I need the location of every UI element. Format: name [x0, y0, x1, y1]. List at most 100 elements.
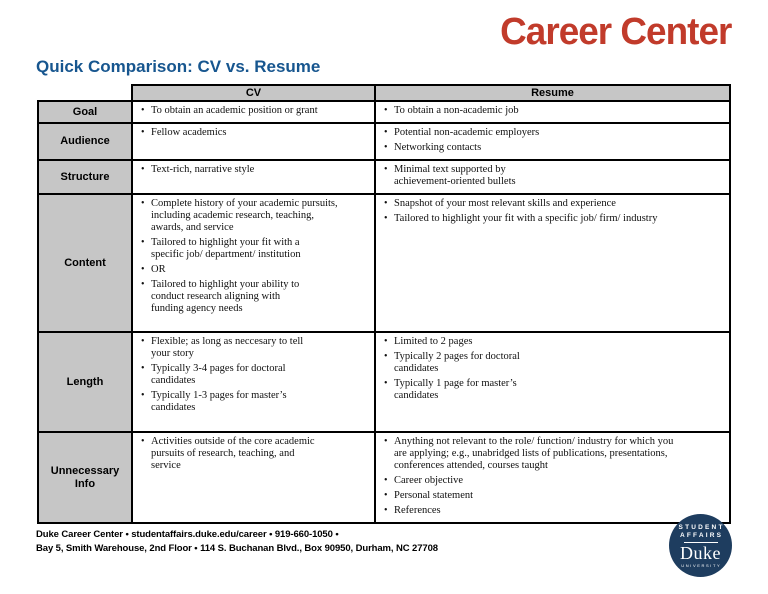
bullet-icon: •	[141, 198, 145, 209]
bullet-icon: •	[384, 142, 388, 153]
row-label: Length	[37, 331, 133, 433]
bullet-item: • Typically 1-3 pages for master’s candid…	[141, 390, 368, 414]
bullet-item: • Complete history of your academic pursu…	[141, 198, 368, 234]
resume-cell: • Snapshot of your most relevant skills a…	[374, 193, 731, 333]
logo-divider	[683, 541, 718, 543]
cv-cell: • Text-rich, narrative style	[131, 159, 376, 195]
table-row: Length • Flexible; as long as neccesary to…	[37, 331, 731, 433]
bullet-text: OR	[151, 264, 166, 275]
corner-cell	[38, 85, 132, 101]
bullet-text: Minimal text supported by achievement-or…	[394, 164, 516, 187]
bullet-text: Flexible; as long as neccesary to tell y…	[151, 336, 304, 359]
bullet-item: • Flexible; as long as neccesary to tell …	[141, 336, 368, 360]
bullet-item: • Typically 2 pages for doctoral candidat…	[384, 351, 723, 375]
bullet-text: To obtain an academic position or grant	[151, 105, 318, 116]
row-label: Structure	[37, 159, 133, 195]
bullet-text: Typically 1 page for master’s candidates	[394, 378, 517, 401]
bullet-text: Tailored to highlight your fit with a sp…	[394, 213, 658, 224]
bullet-icon: •	[141, 436, 145, 447]
bullet-item: • Fellow academics	[141, 127, 368, 139]
logo-student-text: STUDENT	[678, 523, 725, 531]
bullet-icon: •	[384, 127, 388, 138]
cv-column-header: CV	[131, 84, 376, 102]
bullet-text: To obtain a non-academic job	[394, 105, 519, 116]
bullet-text: Networking contacts	[394, 142, 482, 153]
duke-student-affairs-logo: STUDENT AFFAIRS Duke UNIVERSITY	[669, 514, 732, 577]
bullet-item: • Snapshot of your most relevant skills a…	[384, 198, 723, 210]
bullet-icon: •	[141, 105, 145, 116]
bullet-icon: •	[141, 237, 145, 248]
bullet-item: • Tailored to highlight your ability to c…	[141, 279, 368, 315]
bullet-item: • References	[384, 505, 723, 517]
bullet-icon: •	[141, 363, 145, 374]
bullet-item: • Networking contacts	[384, 142, 723, 154]
bullet-item: • Activities outside of the core academic…	[141, 436, 368, 472]
logo-university-text: UNIVERSITY	[681, 562, 722, 568]
cv-cell: • Complete history of your academic pursu…	[131, 193, 376, 333]
bullet-text: Tailored to highlight your ability to co…	[151, 279, 300, 314]
resume-cell: • Limited to 2 pages • Typically 2 pages fo…	[374, 331, 731, 433]
bullet-item: • To obtain a non-academic job	[384, 105, 723, 117]
contact-footer: Duke Career Center • studentaffairs.duke…	[36, 528, 438, 556]
table-row: Audience • Fellow academics • Potential non-…	[37, 122, 731, 161]
footer-line-1: Duke Career Center • studentaffairs.duke…	[36, 529, 339, 540]
resume-cell: • To obtain a non-academic job	[374, 100, 731, 124]
resume-cell: • Anything not relevant to the role/ func…	[374, 431, 731, 524]
bullet-icon: •	[384, 490, 388, 501]
logo-affairs-text: AFFAIRS	[679, 531, 724, 539]
bullet-icon: •	[384, 351, 388, 362]
bullet-text: Potential non-academic employers	[394, 127, 540, 138]
cv-cell: • Activities outside of the core academic…	[131, 431, 376, 524]
table-row: Goal • To obtain an academic position or g…	[37, 100, 731, 124]
footer-line-2: Bay 5, Smith Warehouse, 2nd Floor • 114 …	[36, 543, 438, 554]
bullet-item: • Potential non-academic employers	[384, 127, 723, 139]
bullet-text: Career objective	[394, 475, 464, 486]
bullet-icon: •	[141, 279, 145, 290]
comparison-table-body: Goal • To obtain an academic position or g…	[37, 100, 731, 524]
cv-cell: • To obtain an academic position or grant	[131, 100, 376, 124]
table-row: Unnecessary Info • Activities outside of t…	[37, 431, 731, 524]
bullet-text: Complete history of your academic pursui…	[151, 198, 338, 233]
bullet-icon: •	[141, 127, 145, 138]
cv-cell: • Flexible; as long as neccesary to tell …	[131, 331, 376, 433]
row-label: Content	[37, 193, 133, 333]
resume-cell: • Potential non-academic employers • Networ…	[374, 122, 731, 161]
bullet-item: • Limited to 2 pages	[384, 336, 723, 348]
bullet-item: • Career objective	[384, 475, 723, 487]
page-title: Quick Comparison: CV vs. Resume	[36, 57, 321, 76]
bullet-text: Text-rich, narrative style	[151, 164, 255, 175]
bullet-item: • Personal statement	[384, 490, 723, 502]
bullet-icon: •	[384, 378, 388, 389]
cv-cell: • Fellow academics	[131, 122, 376, 161]
bullet-item: • Anything not relevant to the role/ func…	[384, 436, 723, 472]
resume-column-header: Resume	[374, 84, 731, 102]
bullet-text: References	[394, 505, 441, 516]
bullet-text: Tailored to highlight your fit with a sp…	[151, 237, 301, 260]
resume-cell: • Minimal text supported by achievement-o…	[374, 159, 731, 195]
bullet-item: • Tailored to highlight your fit with a s…	[384, 213, 723, 225]
bullet-item: • Text-rich, narrative style	[141, 164, 368, 176]
career-center-wordmark: Career Center	[499, 11, 732, 53]
bullet-item: • OR	[141, 264, 368, 276]
bullet-item: • Minimal text supported by achievement-o…	[384, 164, 723, 188]
row-label: Audience	[37, 122, 133, 161]
bullet-text: Typically 2 pages for doctoral candidate…	[394, 351, 520, 374]
cv-vs-resume-table: CV Resume Goal • To obtain an academic pos…	[37, 84, 731, 524]
bullet-text: Fellow academics	[151, 127, 227, 138]
bullet-item: • Typically 3-4 pages for doctoral candid…	[141, 363, 368, 387]
bullet-text: Activities outside of the core academic …	[151, 436, 315, 471]
bullet-icon: •	[384, 105, 388, 116]
bullet-icon: •	[384, 198, 388, 209]
table-row: Structure • Text-rich, narrative style • Min…	[37, 159, 731, 195]
bullet-text: Limited to 2 pages	[394, 336, 473, 347]
row-label: Goal	[37, 100, 133, 124]
row-label: Unnecessary Info	[37, 431, 133, 524]
bullet-item: • Tailored to highlight your fit with a s…	[141, 237, 368, 261]
bullet-text: Anything not relevant to the role/ funct…	[394, 436, 674, 471]
bullet-icon: •	[384, 505, 388, 516]
bullet-icon: •	[384, 475, 388, 486]
bullet-icon: •	[141, 336, 145, 347]
bullet-text: Typically 3-4 pages for doctoral candida…	[151, 363, 286, 386]
bullet-item: • To obtain an academic position or grant	[141, 105, 368, 117]
